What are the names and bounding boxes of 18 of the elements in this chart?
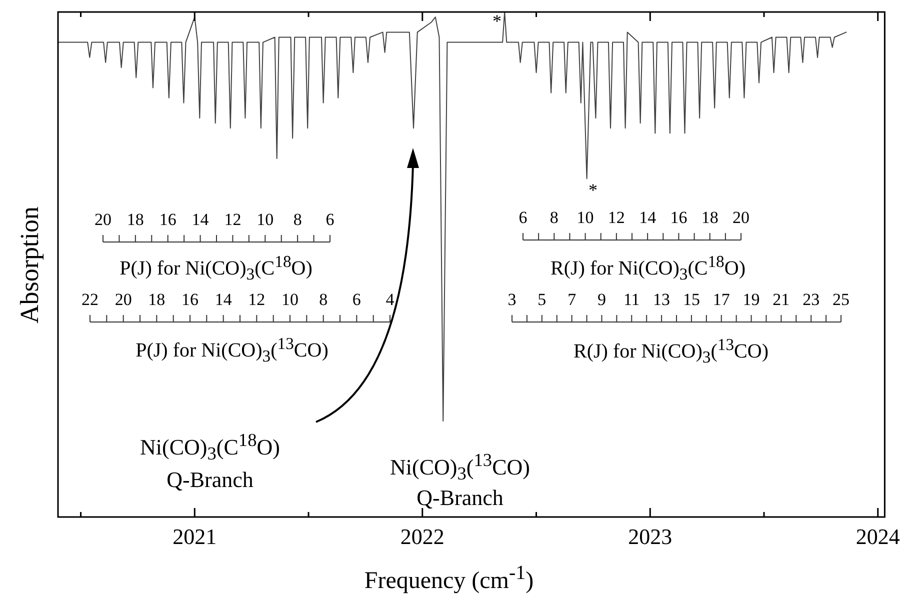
annotation: Ni(CO)$_{3}$(C$^{18}$O) Q-Branch: [139, 429, 281, 493]
x-tick-label: 2021: [172, 524, 217, 549]
text: 22 20 18 16 14 12 10 8 6 4: [82, 290, 394, 309]
x-tick-label: 2022: [400, 524, 444, 549]
annotation: P(J) for Ni(CO)$_{3}$($^{13}$CO): [134, 333, 330, 368]
text: 20 18 16 14 12 10 8 6: [94, 210, 334, 229]
annotation: Ni(CO)$_{3}$($^{13}$CO) Q-Branch: [389, 449, 531, 510]
annotation: P(J) for Ni(CO)$_{3}$(C$^{18}$O): [118, 251, 314, 286]
annotation: *: [492, 11, 502, 31]
annotation: *: [588, 180, 598, 200]
annotation: R(J) for Ni(CO)$_{3}$(C$^{18}$O): [550, 251, 746, 286]
y-axis-title: Absorption: [15, 206, 45, 326]
text: 3 5 7 9 11 13 15 17 19 21 23 25: [508, 290, 850, 309]
text: 6 8 10 12 14 16 18 20: [518, 208, 750, 227]
annotation: R(J) for Ni(CO)$_{3}$($^{13}$CO): [572, 334, 770, 369]
x-axis-title: Frequency (cm$^{-1}$): [363, 561, 535, 596]
x-tick-label: 2023: [628, 524, 672, 549]
x-tick-label: 2024: [856, 524, 900, 549]
